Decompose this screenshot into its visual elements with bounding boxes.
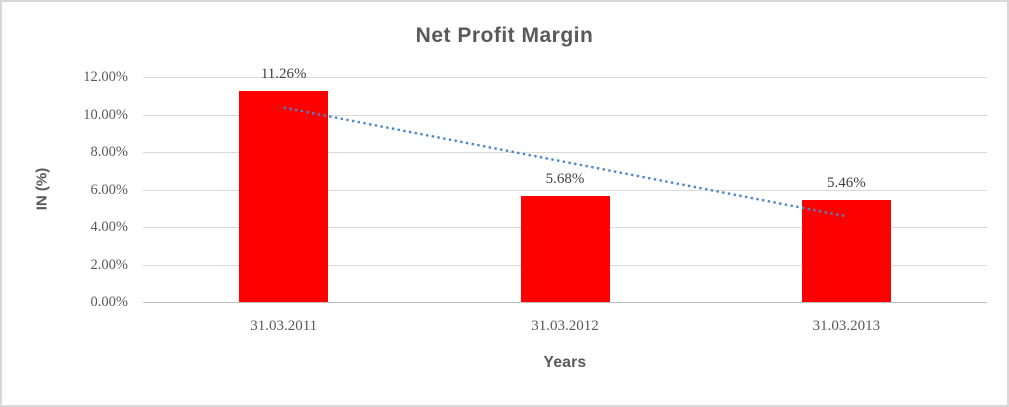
- y-tick-label: 0.00%: [90, 294, 128, 310]
- gridline: [143, 302, 987, 303]
- trendline-path: [283, 106, 847, 218]
- bar: [801, 199, 891, 302]
- bar-data-label: 5.68%: [545, 170, 585, 187]
- gridline: [143, 190, 987, 191]
- trendline: [283, 106, 847, 218]
- x-axis-tick-labels: 31.03.2011 31.03.2012 31.03.2013: [143, 316, 987, 336]
- x-tick-label: 31.03.2011: [250, 318, 318, 334]
- y-tick-label: 8.00%: [90, 144, 128, 160]
- y-tick-label: 4.00%: [90, 219, 128, 235]
- x-axis-title: Years: [543, 354, 587, 371]
- y-axis-tick-labels: 12.00% 10.00% 8.00% 6.00% 4.00% 2.00% 0.00%: [2, 69, 128, 310]
- x-tick-label: 31.03.2012: [531, 318, 599, 334]
- bar-data-label: 5.46%: [826, 174, 866, 191]
- gridline: [143, 77, 987, 78]
- y-tick-label: 6.00%: [90, 182, 128, 198]
- plot-area: 11.26% 5.68% 5.46%: [143, 66, 987, 303]
- bar: [239, 90, 329, 302]
- y-tick-label: 2.00%: [90, 257, 128, 273]
- chart-title: Net Profit Margin: [415, 24, 594, 47]
- bar: [520, 195, 610, 302]
- x-tick-label: 31.03.2013: [812, 318, 881, 334]
- gridline: [143, 115, 987, 116]
- y-tick-label: 12.00%: [83, 69, 128, 85]
- gridline: [143, 152, 987, 153]
- bar-data-label: 11.26%: [260, 65, 307, 82]
- y-tick-label: 10.00%: [83, 107, 128, 123]
